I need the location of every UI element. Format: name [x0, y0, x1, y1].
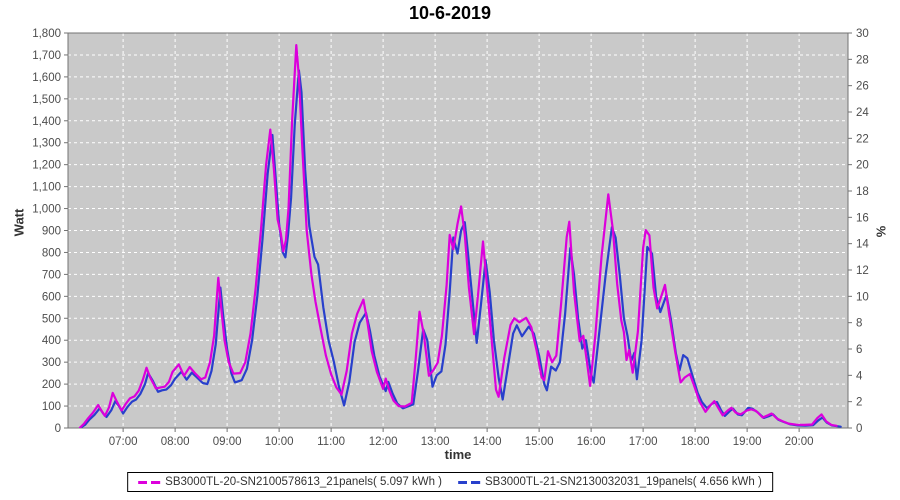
x-tick-label: 14:00	[473, 436, 502, 448]
y-right-axis-label: %	[873, 225, 889, 238]
x-axis-label: time	[444, 447, 472, 462]
y-right-tick-label: 18	[856, 186, 869, 198]
y-right-tick-label: 20	[856, 160, 869, 172]
y-left-tick-label: 1,800	[32, 28, 61, 40]
legend-line-swatch-magenta	[138, 480, 161, 484]
x-tick-label: 08:00	[161, 436, 190, 448]
y-right-tick-label: 6	[856, 344, 862, 356]
x-tick-label: 15:00	[525, 436, 554, 448]
legend-item-inverter-21: SB3000TL-21-SN2130032031_19panels( 4.656…	[458, 476, 762, 488]
y-right-tick-label: 10	[856, 291, 869, 303]
y-left-tick-label: 1,100	[32, 182, 61, 194]
y-left-tick-label: 800	[42, 247, 61, 259]
series-line-inverter-21	[78, 69, 842, 428]
x-tick-label: 16:00	[577, 436, 606, 448]
y-left-tick-label: 1,400	[32, 116, 61, 128]
y-left-tick-label: 400	[42, 335, 61, 347]
y-left-tick-label: 900	[42, 226, 61, 238]
y-left-tick-label: 500	[42, 313, 61, 325]
y-left-tick-label: 1,700	[32, 50, 61, 62]
series-line-inverter-20	[78, 43, 838, 428]
y-left-tick-label: 1,600	[32, 72, 61, 84]
y-left-tick-label: 100	[42, 401, 61, 413]
x-tick-label: 07:00	[109, 436, 138, 448]
y-right-tick-label: 22	[856, 133, 869, 145]
y-left-tick-label: 1,300	[32, 138, 61, 150]
x-tick-label: 10:00	[265, 436, 294, 448]
x-tick-label: 20:00	[785, 436, 814, 448]
y-left-tick-label: 1,200	[32, 160, 61, 172]
y-left-tick-label: 700	[42, 269, 61, 281]
legend-item-inverter-20: SB3000TL-20-SN2100578613_21panels( 5.097…	[138, 476, 442, 488]
y-right-tick-label: 2	[856, 397, 862, 409]
x-tick-label: 12:00	[369, 436, 398, 448]
y-right-tick-label: 8	[856, 318, 862, 330]
y-right-tick-label: 4	[856, 370, 863, 382]
legend: SB3000TL-20-SN2100578613_21panels( 5.097…	[127, 472, 773, 492]
legend-line-swatch-blue	[458, 480, 480, 484]
x-tick-label: 11:00	[317, 436, 345, 448]
x-tick-label: 09:00	[213, 436, 242, 448]
y-right-tick-label: 30	[856, 28, 869, 40]
x-tick-label: 19:00	[733, 436, 762, 448]
x-tick-label: 18:00	[681, 436, 710, 448]
y-right-tick-label: 26	[856, 81, 869, 93]
y-right-tick-label: 14	[856, 239, 869, 251]
y-left-tick-label: 200	[42, 379, 61, 391]
y-right-tick-label: 28	[856, 54, 869, 66]
y-left-tick-label: 300	[42, 357, 61, 369]
y-right-tick-label: 0	[856, 423, 862, 435]
y-right-tick-label: 24	[856, 107, 869, 119]
y-left-tick-label: 0	[55, 423, 61, 435]
legend-label: SB3000TL-20-SN2100578613_21panels( 5.097…	[165, 476, 442, 488]
y-left-tick-label: 600	[42, 291, 61, 303]
y-left-tick-label: 1,500	[32, 94, 61, 106]
y-right-tick-label: 16	[856, 212, 869, 224]
y-right-tick-label: 12	[856, 265, 869, 277]
y-left-axis-label: Watt	[11, 208, 27, 237]
x-tick-label: 17:00	[629, 436, 658, 448]
chart-title: 10-6-2019	[408, 3, 492, 23]
x-tick-label: 13:00	[421, 436, 450, 448]
legend-label: SB3000TL-21-SN2130032031_19panels( 4.656…	[485, 476, 762, 488]
y-left-tick-label: 1,000	[32, 204, 61, 216]
